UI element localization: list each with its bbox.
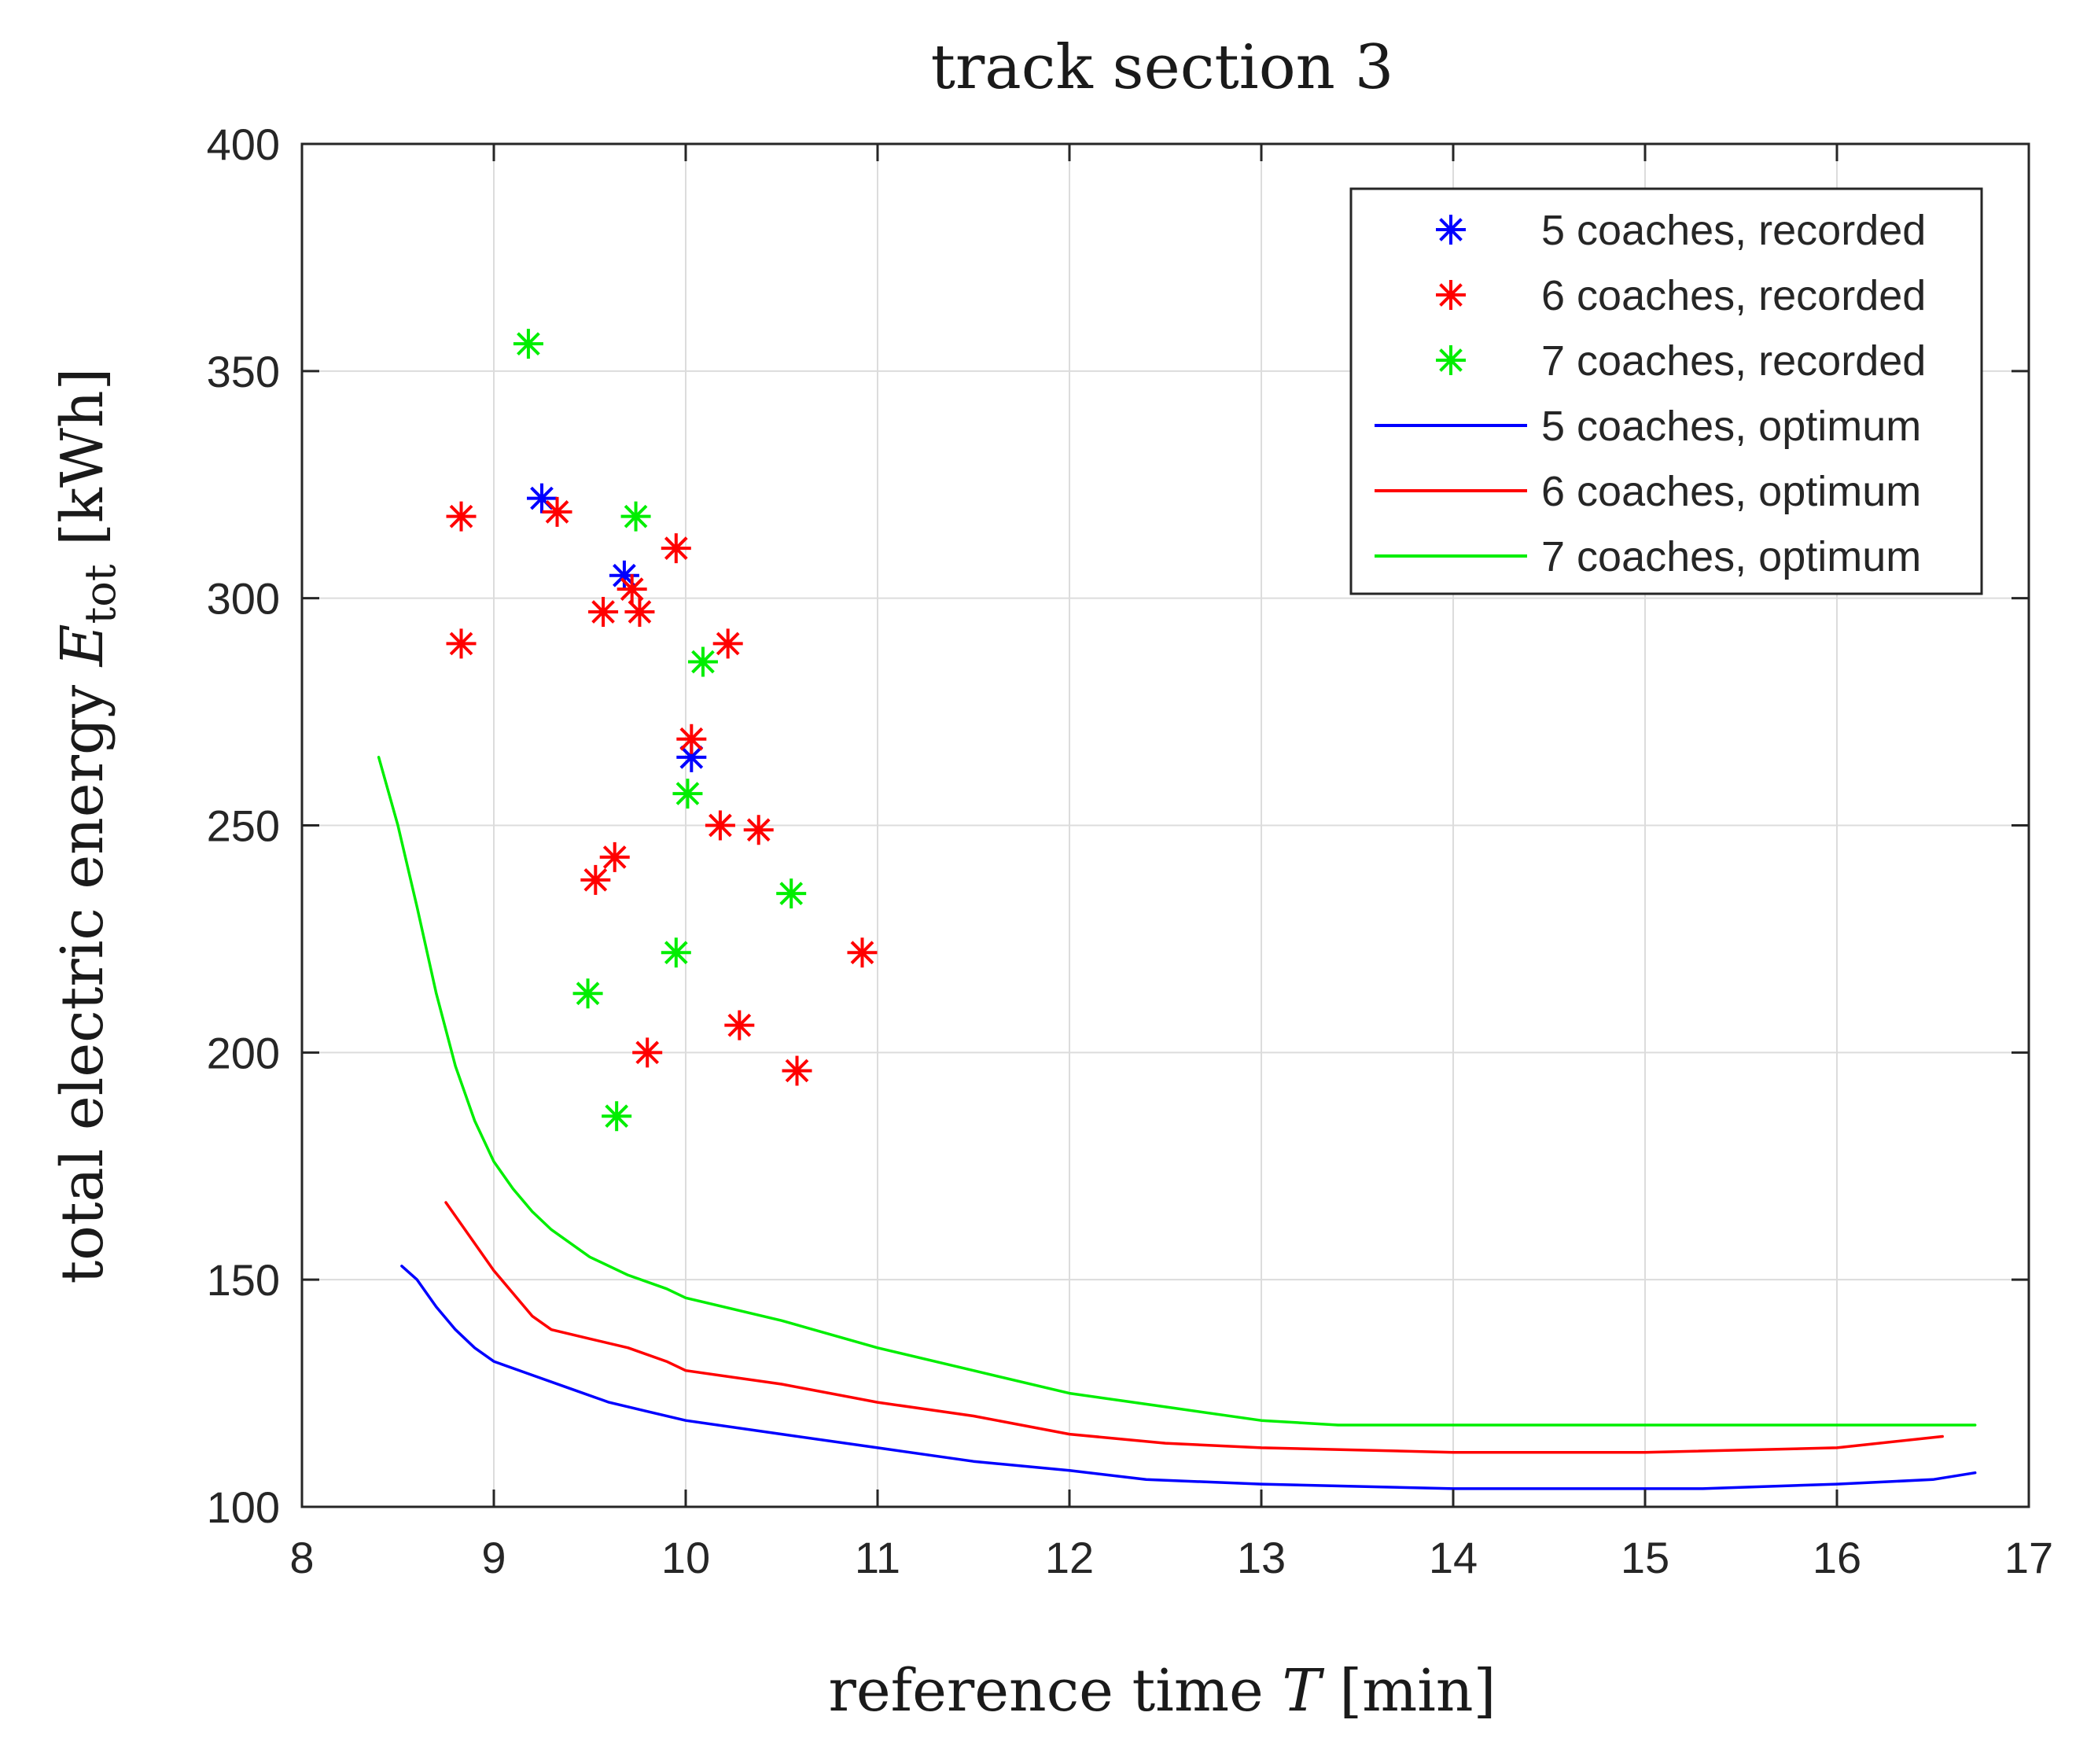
x-tick-label: 10 [661, 1533, 710, 1582]
x-tick-label: 11 [855, 1533, 900, 1582]
x-axis-label-var: T [1282, 1657, 1324, 1725]
x-axis-label-unit: [min] [1321, 1657, 1496, 1725]
point-5-coaches-recorded [609, 560, 639, 591]
axis-ticks: 8 9 10 11 12 13 14 15 16 17 100 150 200 250 300 350 400 [207, 120, 2054, 1582]
legend-swatch-5-coaches-recorded [1436, 215, 1466, 245]
point-5-coaches-recorded [676, 742, 707, 772]
point-7-coaches-recorded [620, 501, 651, 532]
point-6-coaches-recorded [542, 496, 572, 527]
point-6-coaches-recorded [580, 864, 611, 895]
point-6-coaches-recorded [624, 596, 655, 627]
point-6-coaches-recorded [588, 596, 619, 627]
x-tick-label: 12 [1045, 1533, 1094, 1582]
x-tick-label: 8 [289, 1533, 314, 1582]
y-tick-label: 400 [207, 120, 280, 169]
legend-label-5-coaches-recorded: 5 coaches, recorded [1541, 207, 1926, 254]
y-axis-label-main: total electric energy [49, 666, 116, 1283]
legend-label-7-coaches-optimum: 7 coaches, optimum [1541, 533, 1921, 580]
legend-label-6-coaches-optimum: 6 coaches, optimum [1541, 468, 1921, 515]
legend: 5 coaches, recorded 6 coaches, recorded 7 … [1349, 187, 1983, 595]
y-axis-label-var: E [49, 624, 116, 668]
y-tick-label: 250 [207, 801, 280, 851]
series-line-5-coaches-optimum [400, 1265, 1977, 1490]
series-line-6-coaches-optimum [444, 1201, 1944, 1454]
point-6-coaches-recorded [599, 841, 630, 872]
point-6-coaches-recorded [632, 1037, 663, 1068]
point-7-coaches-recorded [672, 779, 703, 809]
point-6-coaches-recorded [617, 574, 647, 605]
point-7-coaches-recorded [776, 878, 807, 909]
y-tick-label: 350 [207, 347, 280, 396]
point-6-coaches-recorded [446, 628, 477, 659]
x-tick-label: 14 [1429, 1533, 1478, 1582]
point-6-coaches-recorded [446, 501, 477, 532]
y-axis-label: total electric energy Etot [kWh] [49, 368, 125, 1284]
y-tick-label: 300 [207, 574, 280, 624]
point-6-coaches-recorded [782, 1055, 812, 1086]
legend-label-7-coaches-recorded: 7 coaches, recorded [1541, 337, 1926, 385]
point-6-coaches-recorded [676, 724, 707, 754]
legend-label-6-coaches-recorded: 6 coaches, recorded [1541, 272, 1926, 319]
point-6-coaches-recorded [847, 937, 878, 968]
y-tick-label: 150 [207, 1255, 280, 1305]
point-7-coaches-recorded [661, 937, 691, 968]
optimum-lines [377, 756, 1977, 1490]
legend-box [1349, 187, 1983, 595]
legend-label-5-coaches-optimum: 5 coaches, optimum [1541, 403, 1921, 450]
x-axis-label-main: reference time [829, 1657, 1283, 1725]
point-6-coaches-recorded [724, 1010, 755, 1040]
y-tick-label: 100 [207, 1482, 280, 1532]
point-5-coaches-recorded [527, 483, 557, 514]
point-6-coaches-recorded [712, 628, 743, 659]
x-tick-label: 15 [1621, 1533, 1669, 1582]
point-7-coaches-recorded [602, 1101, 632, 1132]
x-tick-label: 9 [481, 1533, 506, 1582]
y-tick-label: 200 [207, 1028, 280, 1077]
legend-swatch-7-coaches-recorded [1436, 345, 1466, 375]
x-tick-label: 16 [1813, 1533, 1861, 1582]
point-7-coaches-recorded [687, 646, 718, 677]
point-7-coaches-recorded [513, 329, 543, 359]
point-7-coaches-recorded [572, 978, 603, 1009]
y-axis-label-unit: [kWh] [49, 368, 116, 565]
x-tick-label: 17 [2004, 1533, 2053, 1582]
chart-title: track section 3 [931, 32, 1394, 103]
series-line-7-coaches-optimum [377, 756, 1977, 1427]
point-6-coaches-recorded [705, 810, 735, 841]
y-axis-label-sub: tot [75, 564, 125, 624]
x-axis-label: reference time T [min] [829, 1657, 1496, 1725]
point-6-coaches-recorded [743, 815, 774, 845]
x-tick-label: 13 [1237, 1533, 1286, 1582]
legend-swatch-6-coaches-recorded [1436, 280, 1466, 310]
recorded-markers [446, 329, 878, 1132]
point-6-coaches-recorded [661, 533, 691, 564]
